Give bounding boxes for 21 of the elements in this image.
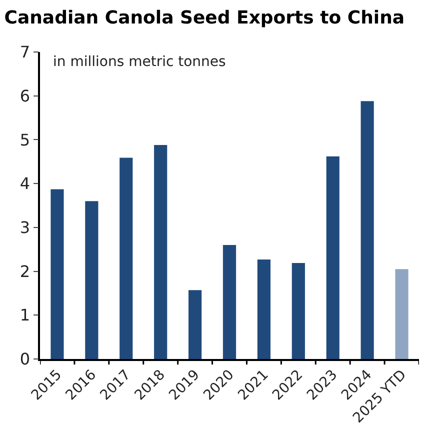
y-tick-label: 4	[20, 174, 30, 194]
y-tick-label: 1	[20, 306, 30, 325]
y-tick-label: 3	[20, 218, 30, 238]
bar	[85, 201, 98, 359]
y-tick-label: 2	[20, 262, 30, 281]
bar	[257, 259, 270, 359]
annotation: in millions metric tonnes	[53, 54, 226, 70]
bar	[360, 101, 374, 359]
y-tick-label: 6	[20, 86, 30, 106]
chart-title: Canadian Canola Seed Exports to China	[4, 8, 405, 29]
y-tick-label: 5	[20, 130, 30, 150]
y-tick-label: 7	[20, 42, 30, 62]
bar	[50, 189, 64, 359]
bar	[154, 144, 168, 359]
bar	[188, 290, 202, 359]
bar	[292, 262, 305, 359]
y-tick-label: 0	[20, 350, 30, 369]
bar	[120, 158, 133, 359]
bar	[222, 244, 236, 359]
bar	[326, 156, 340, 359]
bar	[395, 269, 408, 359]
